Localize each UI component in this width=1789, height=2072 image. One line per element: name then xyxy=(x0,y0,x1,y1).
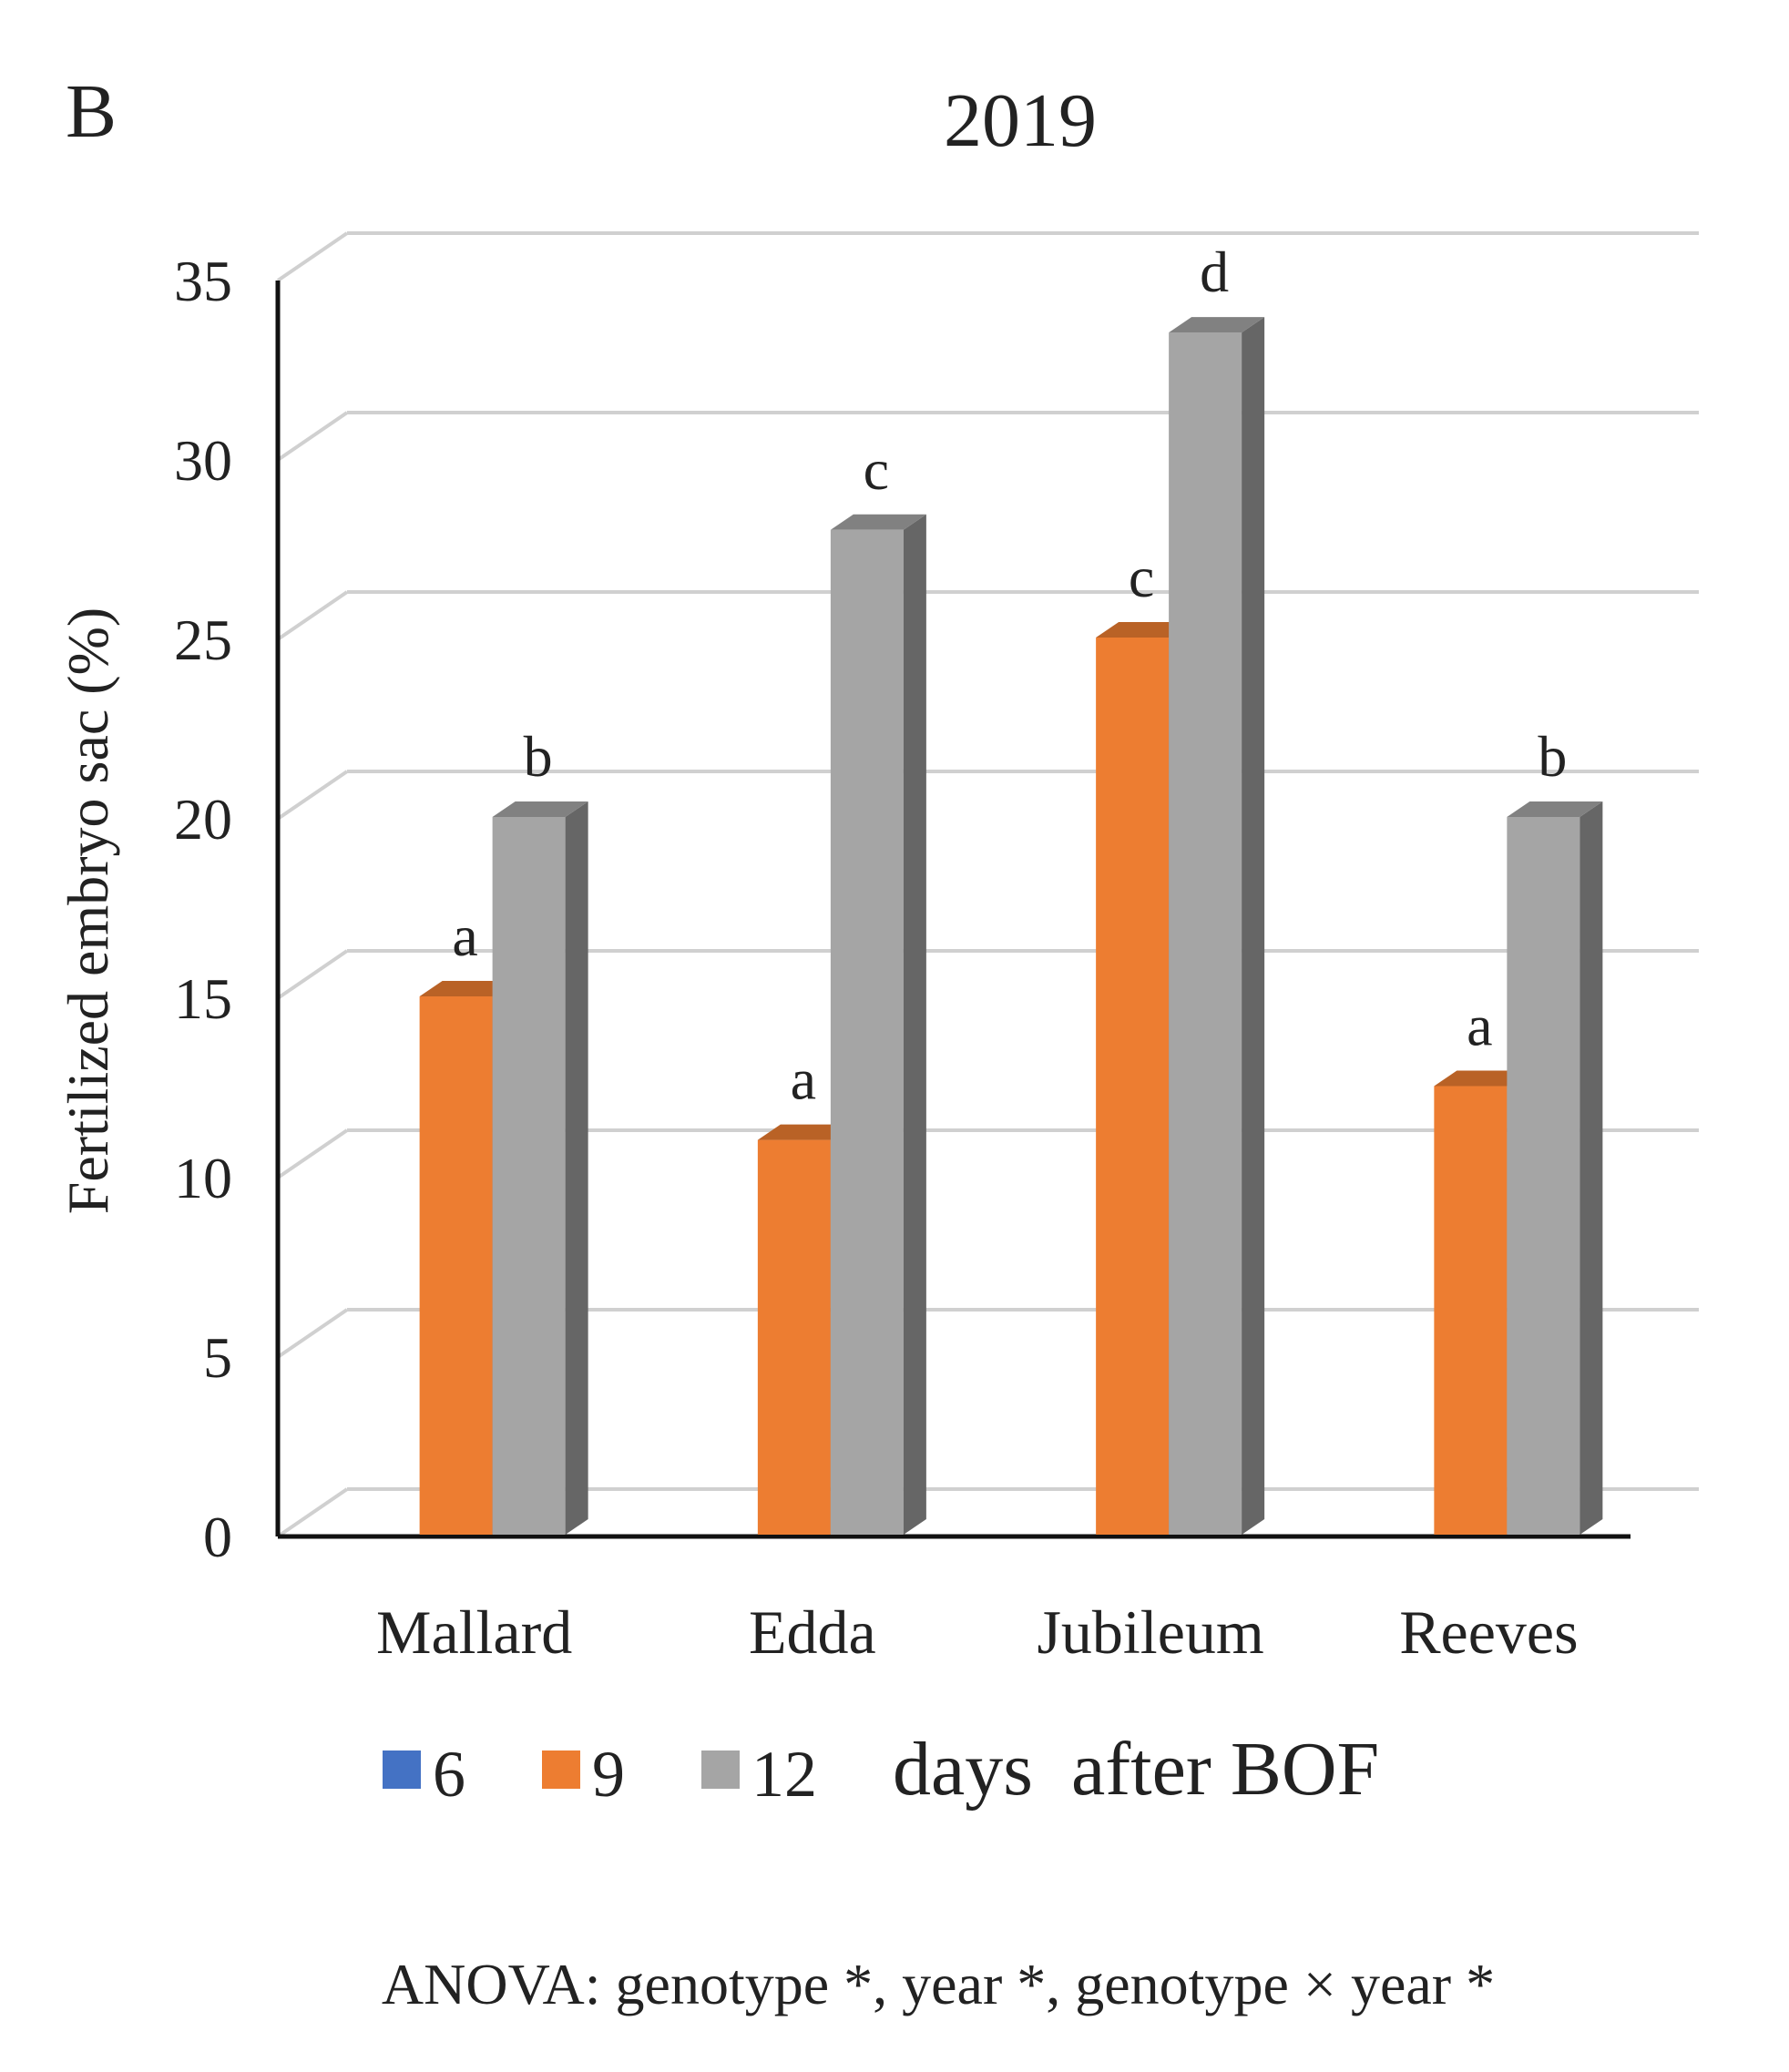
legend-title: days after BOF xyxy=(893,1727,1379,1812)
axes xyxy=(275,281,1631,1539)
y-tick-label: 15 xyxy=(174,966,232,1031)
data-label: b xyxy=(524,724,553,789)
y-tick-label: 30 xyxy=(174,428,232,493)
bar-top xyxy=(1507,801,1603,817)
legend-label: 6 xyxy=(433,1738,465,1811)
x-tick-label: Mallard xyxy=(376,1597,572,1667)
y-tick-label: 25 xyxy=(174,607,232,672)
bar-side xyxy=(903,514,926,1535)
data-label: a xyxy=(1467,994,1492,1058)
data-label: d xyxy=(1200,240,1229,304)
y-tick-label: 0 xyxy=(203,1505,232,1569)
bar-top xyxy=(1096,622,1192,638)
legend-label: 12 xyxy=(751,1738,817,1811)
y-tick-label: 5 xyxy=(203,1325,232,1390)
gridline-diagonal xyxy=(276,231,349,282)
x-tick-label: Jubileum xyxy=(1037,1597,1263,1667)
gridline-diagonal xyxy=(276,1128,349,1179)
bar-top xyxy=(492,801,588,817)
bar-side xyxy=(1242,317,1265,1536)
bar-top xyxy=(419,981,516,996)
x-tick-label: Edda xyxy=(749,1597,876,1667)
x-tick-label: Reeves xyxy=(1399,1597,1578,1667)
bar xyxy=(1096,638,1170,1535)
bar xyxy=(757,1139,831,1535)
bar-top xyxy=(830,514,926,530)
bar-side xyxy=(565,801,588,1535)
y-tick-label: 10 xyxy=(174,1146,232,1210)
panel-label: B xyxy=(66,69,117,154)
bars xyxy=(419,317,1603,1536)
y-tick-label: 20 xyxy=(174,787,232,852)
y-axis-label: Fertilized embryo sac (%) xyxy=(56,607,120,1214)
gridline-diagonal xyxy=(276,1487,349,1538)
data-label: a xyxy=(452,903,477,968)
data-label: a xyxy=(791,1047,816,1112)
bar xyxy=(492,817,566,1535)
bar-top xyxy=(1169,317,1265,333)
legend-swatch xyxy=(701,1750,740,1789)
bar-top xyxy=(1434,1070,1530,1087)
data-label: b xyxy=(1538,724,1567,789)
bar xyxy=(419,996,493,1535)
gridline-diagonal xyxy=(276,1308,349,1359)
legend-swatch xyxy=(383,1750,421,1789)
legend: 6 9 12 xyxy=(383,1738,817,1811)
bar-side xyxy=(1579,801,1603,1535)
y-tick-label: 35 xyxy=(174,249,232,313)
gridline-diagonal xyxy=(276,770,349,821)
gridline-diagonal xyxy=(276,949,349,1000)
bar xyxy=(1169,332,1242,1536)
bar xyxy=(830,529,904,1535)
bar xyxy=(1434,1086,1508,1535)
data-label: c xyxy=(864,437,889,502)
bar-top xyxy=(757,1124,854,1140)
data-label: c xyxy=(1129,545,1154,609)
legend-label: 9 xyxy=(592,1738,625,1811)
bar xyxy=(1507,817,1580,1535)
legend-swatch xyxy=(542,1750,580,1789)
chart-title: 2019 xyxy=(944,78,1097,163)
gridline-diagonal xyxy=(276,411,349,462)
anova-footnote: ANOVA: genotype *, year *, genotype × ye… xyxy=(382,1952,1495,2016)
gridline-diagonal xyxy=(276,590,349,641)
labels: 0 5 10 15 20 25 30 35 a b Mallard a c Edda c d Jubileum a… xyxy=(174,240,1579,1667)
